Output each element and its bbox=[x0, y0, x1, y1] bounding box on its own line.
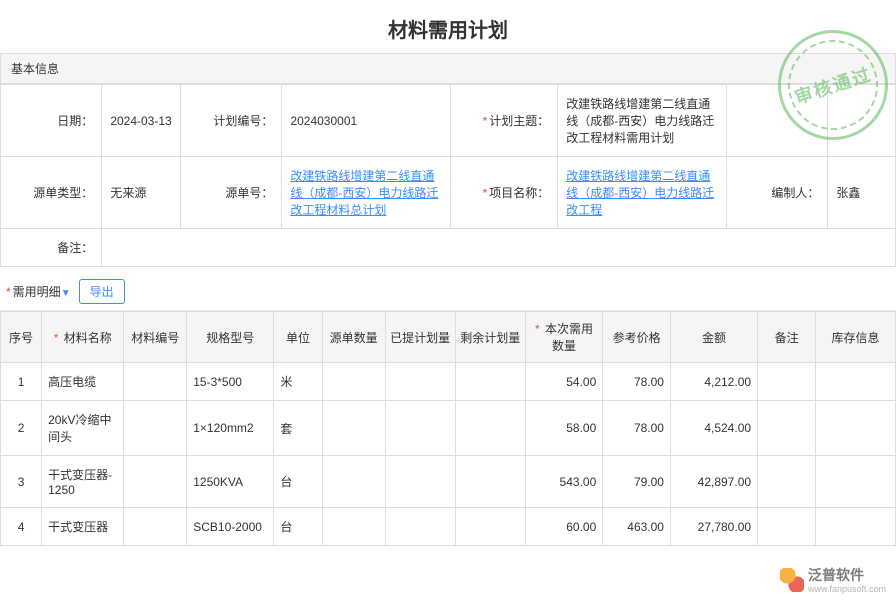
table-cell: 米 bbox=[274, 363, 322, 401]
table-cell bbox=[322, 401, 385, 456]
col-header: 金额 bbox=[670, 312, 757, 363]
material-table: 序号* 材料名称材料编号规格型号单位源单数量已提计划量剩余计划量* 本次需用数量… bbox=[0, 311, 896, 546]
table-cell: 干式变压器-1250 bbox=[42, 456, 124, 508]
table-cell: 3 bbox=[1, 456, 42, 508]
table-cell bbox=[816, 363, 896, 401]
table-cell: 42,897.00 bbox=[670, 456, 757, 508]
table-cell: 干式变压器 bbox=[42, 508, 124, 546]
table-cell bbox=[816, 401, 896, 456]
table-cell: 1 bbox=[1, 363, 42, 401]
col-header: 材料编号 bbox=[124, 312, 187, 363]
table-row: 1高压电缆 15-3*500米 54.0078.004,212.00 bbox=[1, 363, 896, 401]
detail-bar: *需用明细▼ 导出 bbox=[0, 273, 896, 311]
label-project-name: *项目名称： bbox=[451, 157, 558, 229]
value-plan-no: 2024030001 bbox=[282, 85, 451, 157]
table-cell: 2 bbox=[1, 401, 42, 456]
table-cell: 79.00 bbox=[603, 456, 671, 508]
value-creator: 张鑫 bbox=[828, 157, 896, 229]
section-basic-info: 基本信息 bbox=[0, 53, 896, 84]
table-cell: 1250KVA bbox=[187, 456, 274, 508]
table-cell bbox=[758, 456, 816, 508]
value-date: 2024-03-13 bbox=[102, 85, 181, 157]
label-source-no: 源单号： bbox=[181, 157, 282, 229]
table-cell bbox=[385, 508, 455, 546]
col-header: * 材料名称 bbox=[42, 312, 124, 363]
table-row: 220kV冷缩中间头 1×120mm2套 58.0078.004,524.00 bbox=[1, 401, 896, 456]
basic-info-table: 日期： 2024-03-13 计划编号： 2024030001 *计划主题： 改… bbox=[0, 84, 896, 267]
table-cell: 15-3*500 bbox=[187, 363, 274, 401]
table-cell bbox=[758, 508, 816, 546]
table-cell bbox=[322, 363, 385, 401]
page-title: 材料需用计划 bbox=[0, 0, 896, 53]
table-cell bbox=[455, 363, 525, 401]
watermark: 泛普软件 www.fanpusoft.com bbox=[780, 565, 886, 594]
label-source-type: 源单类型： bbox=[1, 157, 102, 229]
table-cell bbox=[124, 456, 187, 508]
table-cell: 4,212.00 bbox=[670, 363, 757, 401]
table-cell: 4,524.00 bbox=[670, 401, 757, 456]
col-header: * 本次需用数量 bbox=[525, 312, 602, 363]
detail-section-label: *需用明细▼ bbox=[6, 283, 71, 300]
table-cell: 58.00 bbox=[525, 401, 602, 456]
link-source-no[interactable]: 改建铁路线增建第二线直通线（成都-西安）电力线路迁改工程材料总计划 bbox=[290, 169, 438, 217]
table-cell bbox=[385, 363, 455, 401]
col-header: 剩余计划量 bbox=[455, 312, 525, 363]
col-header: 单位 bbox=[274, 312, 322, 363]
label-creator: 编制人： bbox=[727, 157, 828, 229]
watermark-brand: 泛普软件 bbox=[808, 567, 864, 583]
table-cell bbox=[758, 363, 816, 401]
table-cell: SCB10-2000 bbox=[187, 508, 274, 546]
col-header: 已提计划量 bbox=[385, 312, 455, 363]
table-cell bbox=[385, 456, 455, 508]
table-cell: 78.00 bbox=[603, 401, 671, 456]
table-cell: 78.00 bbox=[603, 363, 671, 401]
table-cell: 台 bbox=[274, 456, 322, 508]
link-project-name[interactable]: 改建铁路线增建第二线直通线（成都-西安）电力线路迁改工程 bbox=[566, 169, 714, 217]
table-cell: 套 bbox=[274, 401, 322, 456]
col-header: 参考价格 bbox=[603, 312, 671, 363]
table-cell bbox=[455, 508, 525, 546]
label-plan-no: 计划编号： bbox=[181, 85, 282, 157]
table-cell: 20kV冷缩中间头 bbox=[42, 401, 124, 456]
table-cell: 60.00 bbox=[525, 508, 602, 546]
value-plan-subject: 改建铁路线增建第二线直通线（成都-西安）电力线路迁改工程材料需用计划 bbox=[558, 85, 727, 157]
table-cell: 高压电缆 bbox=[42, 363, 124, 401]
label-remark: 备注： bbox=[1, 229, 102, 267]
export-button[interactable]: 导出 bbox=[79, 279, 125, 304]
table-cell bbox=[816, 508, 896, 546]
table-cell: 4 bbox=[1, 508, 42, 546]
watermark-sub: www.fanpusoft.com bbox=[808, 585, 886, 594]
table-cell bbox=[758, 401, 816, 456]
value-source-type: 无来源 bbox=[102, 157, 181, 229]
table-cell bbox=[385, 401, 455, 456]
table-cell bbox=[322, 508, 385, 546]
col-header: 源单数量 bbox=[322, 312, 385, 363]
table-cell: 543.00 bbox=[525, 456, 602, 508]
table-cell bbox=[816, 456, 896, 508]
label-plan-subject: *计划主题： bbox=[451, 85, 558, 157]
col-header: 序号 bbox=[1, 312, 42, 363]
table-cell bbox=[322, 456, 385, 508]
chevron-down-icon[interactable]: ▼ bbox=[61, 288, 71, 299]
col-header: 规格型号 bbox=[187, 312, 274, 363]
table-cell: 1×120mm2 bbox=[187, 401, 274, 456]
value-remark bbox=[102, 229, 896, 267]
logo-icon bbox=[780, 568, 804, 592]
table-cell: 463.00 bbox=[603, 508, 671, 546]
table-row: 3干式变压器-1250 1250KVA台 543.0079.0042,897.00 bbox=[1, 456, 896, 508]
label-date: 日期： bbox=[1, 85, 102, 157]
table-cell: 27,780.00 bbox=[670, 508, 757, 546]
col-header: 库存信息 bbox=[816, 312, 896, 363]
table-cell: 54.00 bbox=[525, 363, 602, 401]
table-cell bbox=[455, 401, 525, 456]
table-row: 4干式变压器 SCB10-2000台 60.00463.0027,780.00 bbox=[1, 508, 896, 546]
table-cell bbox=[124, 363, 187, 401]
stamp-text: 审核通过 bbox=[791, 60, 875, 109]
table-cell: 台 bbox=[274, 508, 322, 546]
col-header: 备注 bbox=[758, 312, 816, 363]
table-cell bbox=[124, 401, 187, 456]
table-cell bbox=[124, 508, 187, 546]
table-cell bbox=[455, 456, 525, 508]
